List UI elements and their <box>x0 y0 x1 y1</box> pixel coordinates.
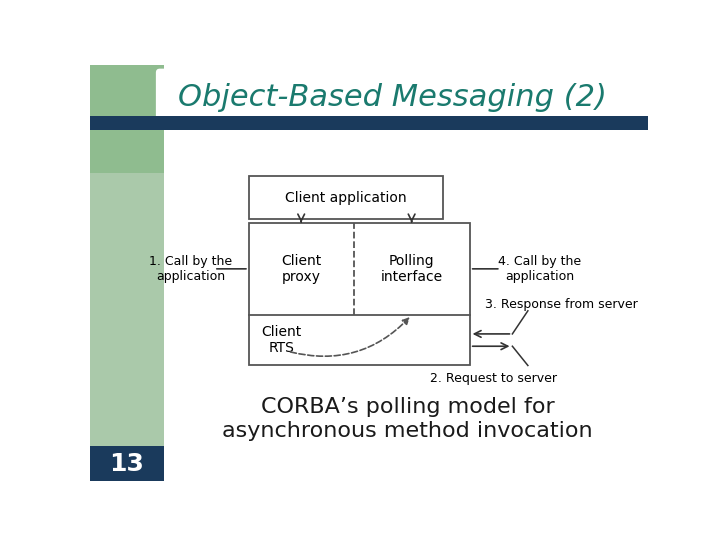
Bar <box>163 65 648 481</box>
Text: 1. Call by the
application: 1. Call by the application <box>149 255 233 283</box>
Bar <box>249 222 469 365</box>
FancyBboxPatch shape <box>156 69 636 126</box>
Bar <box>90 65 163 173</box>
Text: Client
proxy: Client proxy <box>281 254 321 284</box>
Text: Client application: Client application <box>285 191 407 205</box>
Text: 13: 13 <box>109 451 144 476</box>
Text: Object-Based Messaging (2): Object-Based Messaging (2) <box>178 83 607 112</box>
Bar <box>90 117 648 130</box>
Text: Polling
interface: Polling interface <box>381 254 443 284</box>
Bar <box>90 65 163 150</box>
Bar <box>90 65 163 481</box>
Bar <box>90 446 163 481</box>
Text: 3. Response from server: 3. Response from server <box>485 298 638 311</box>
Text: Client
RTS: Client RTS <box>261 325 302 355</box>
Text: 4. Call by the
application: 4. Call by the application <box>498 255 581 283</box>
Text: 2. Request to server: 2. Request to server <box>430 373 557 386</box>
FancyArrowPatch shape <box>290 319 408 356</box>
Bar <box>249 177 443 219</box>
Text: CORBA’s polling model for
asynchronous method invocation: CORBA’s polling model for asynchronous m… <box>222 397 593 441</box>
